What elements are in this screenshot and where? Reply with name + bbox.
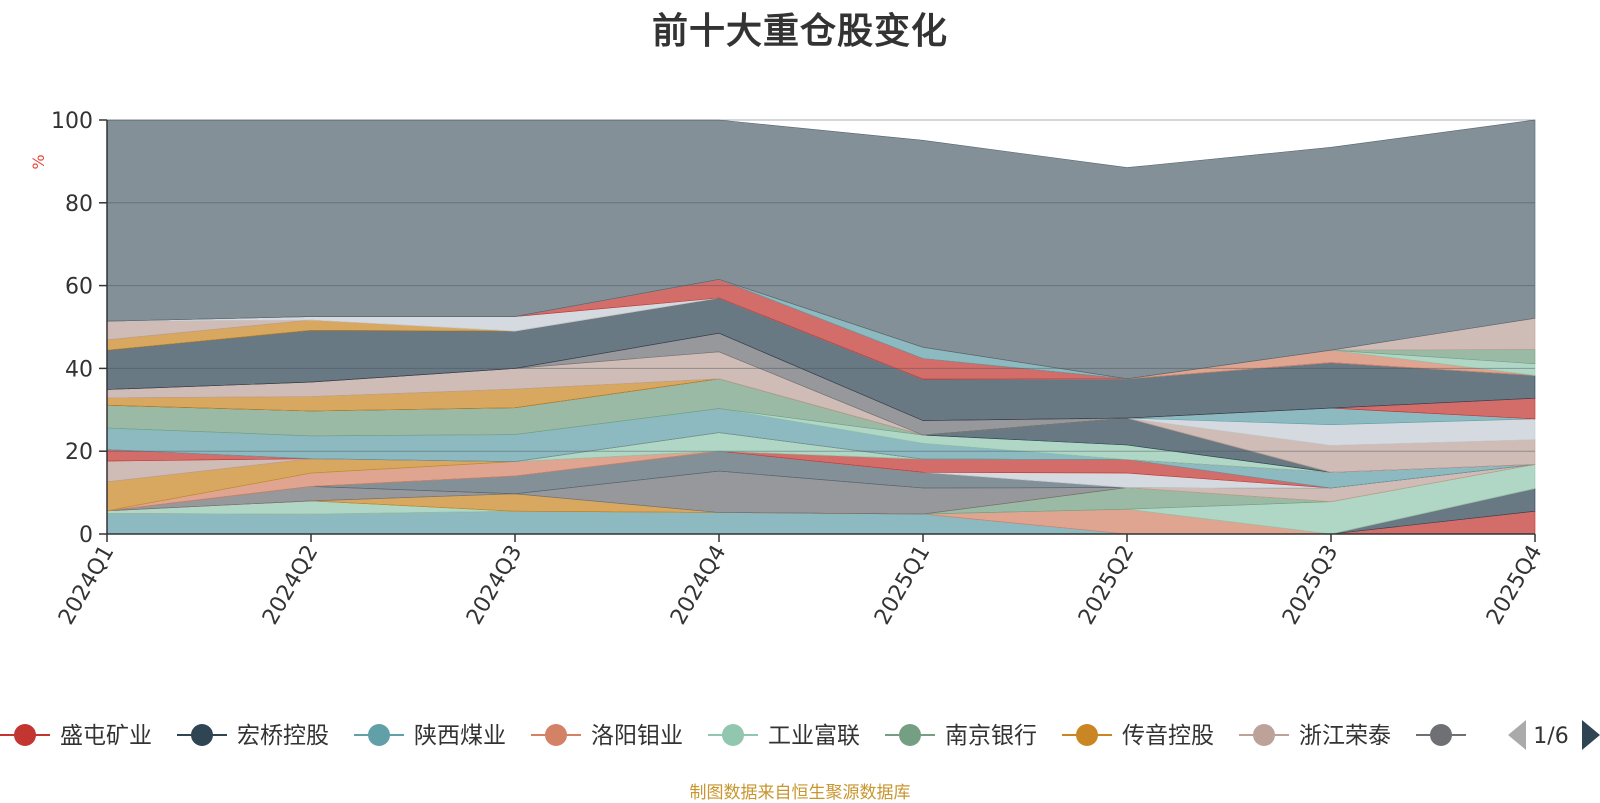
legend-label-8: 浙江荣泰 <box>1299 723 1391 749</box>
y-tick-label-100: 100 <box>51 109 93 134</box>
legend-item-9[interactable] <box>1416 724 1466 746</box>
legend-label-7: 传音控股 <box>1122 723 1214 749</box>
y-tick-label-0: 0 <box>79 523 93 548</box>
legend-label-3: 陕西煤业 <box>414 723 506 749</box>
legend-item-1[interactable]: 盛屯矿业 <box>0 723 152 749</box>
x-tick-label-2024Q3: 2024Q3 <box>462 541 527 629</box>
legend-marker-7 <box>1076 724 1098 746</box>
grid-lines <box>107 119 1535 452</box>
y-tick-label-80: 80 <box>65 192 93 217</box>
legend-item-7[interactable]: 传音控股 <box>1062 723 1214 749</box>
data-source-footer: 制图数据来自恒生聚源数据库 <box>689 783 911 803</box>
legend-marker-6 <box>899 724 921 746</box>
legend-next-icon[interactable] <box>1582 720 1600 750</box>
x-tick-label-2025Q4: 2025Q4 <box>1482 541 1547 629</box>
x-tick-label-2024Q4: 2024Q4 <box>666 541 731 629</box>
legend-label-2: 宏桥控股 <box>237 723 329 749</box>
y-tick-label-40: 40 <box>65 357 93 382</box>
legend-item-5[interactable]: 工业富联 <box>708 723 860 749</box>
legend-marker-9 <box>1430 724 1452 746</box>
legend-label-1: 盛屯矿业 <box>60 723 152 749</box>
legend-item-3[interactable]: 陕西煤业 <box>354 723 506 749</box>
legend-marker-4 <box>545 724 567 746</box>
legend-item-8[interactable]: 浙江荣泰 <box>1239 723 1391 749</box>
legend-marker-5 <box>722 724 744 746</box>
legend-marker-3 <box>368 724 390 746</box>
y-tick-label-60: 60 <box>65 275 93 300</box>
chart-title: 前十大重仓股变化 <box>651 11 948 52</box>
legend[interactable]: 盛屯矿业 宏桥控股 陕西煤业 洛阳钼业 工业富联 南京银行 传音控股 浙江荣泰 <box>0 723 1466 749</box>
legend-marker-2 <box>191 724 213 746</box>
legend-marker-1 <box>14 724 36 746</box>
y-tick-label-20: 20 <box>65 440 93 465</box>
legend-label-5: 工业富联 <box>768 723 860 749</box>
x-tick-label-2025Q2: 2025Q2 <box>1074 541 1139 629</box>
legend-prev-icon[interactable] <box>1508 720 1526 750</box>
legend-page-indicator: 1/6 <box>1533 724 1568 749</box>
legend-label-6: 南京银行 <box>945 723 1037 749</box>
legend-marker-8 <box>1253 724 1275 746</box>
x-tick-label-2025Q1: 2025Q1 <box>870 541 935 629</box>
legend-item-6[interactable]: 南京银行 <box>885 723 1037 749</box>
x-tick-label-2025Q3: 2025Q3 <box>1278 541 1343 629</box>
y-axis-label: % <box>29 154 48 169</box>
x-tick-label-2024Q1: 2024Q1 <box>54 541 119 629</box>
legend-pager[interactable]: 1/6 <box>1508 720 1600 750</box>
series-areas <box>106 119 1536 535</box>
area-series-40[interactable] <box>106 119 1536 380</box>
legend-label-4: 洛阳钼业 <box>591 723 683 749</box>
legend-item-2[interactable]: 宏桥控股 <box>177 723 329 749</box>
x-tick-label-2024Q2: 2024Q2 <box>258 541 323 629</box>
legend-item-4[interactable]: 洛阳钼业 <box>531 723 683 749</box>
